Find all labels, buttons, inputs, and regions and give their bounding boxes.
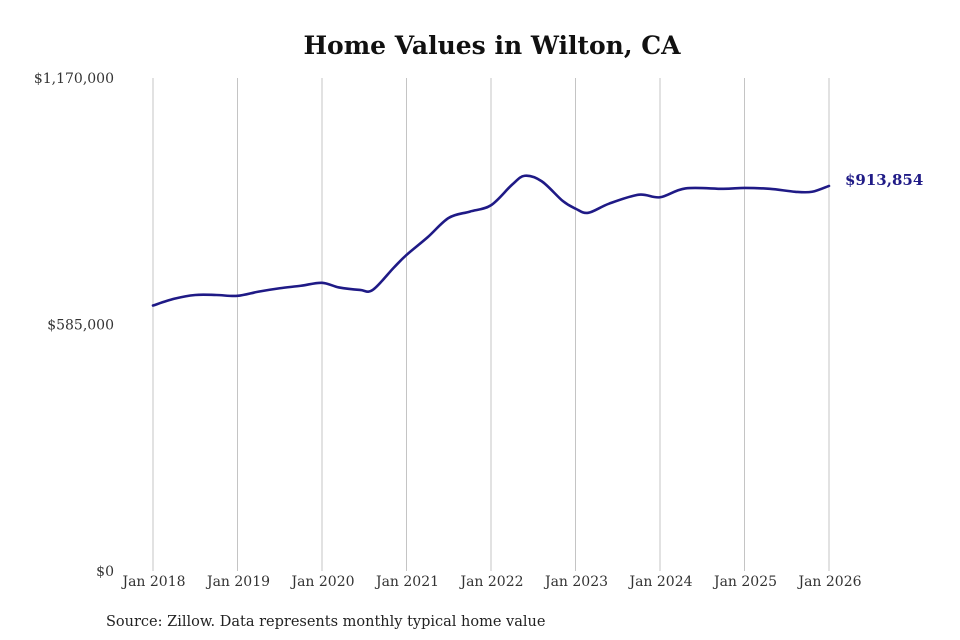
x-tick-label: Jan 2021 (374, 574, 439, 590)
y-axis-ticks: $0 $585,000 $1,170,000 (34, 71, 114, 580)
x-tick-label: Jan 2018 (120, 574, 185, 590)
y-tick-label: $585,000 (47, 318, 114, 334)
gridlines (152, 78, 830, 571)
x-axis-ticks: Jan 2018 Jan 2019 Jan 2020 Jan 2021 Jan 2022… (120, 574, 861, 590)
x-tick-label: Jan 2022 (458, 574, 523, 590)
x-tick-label: Jan 2019 (205, 574, 270, 590)
y-tick-label: $1,170,000 (34, 71, 114, 87)
x-tick-label: Jan 2025 (712, 574, 777, 590)
end-value-label: $913,854 (845, 171, 923, 189)
source-note: Source: Zillow. Data represents monthly … (106, 614, 545, 630)
x-tick-label: Jan 2026 (796, 574, 861, 590)
series-line (151, 174, 831, 307)
x-tick-label: Jan 2020 (289, 574, 354, 590)
x-tick-label: Jan 2024 (627, 574, 692, 590)
y-tick-label: $0 (96, 564, 114, 580)
series-layer (151, 174, 831, 307)
chart-title: Home Values in Wilton, CA (303, 31, 681, 60)
x-tick-label: Jan 2023 (543, 574, 608, 590)
